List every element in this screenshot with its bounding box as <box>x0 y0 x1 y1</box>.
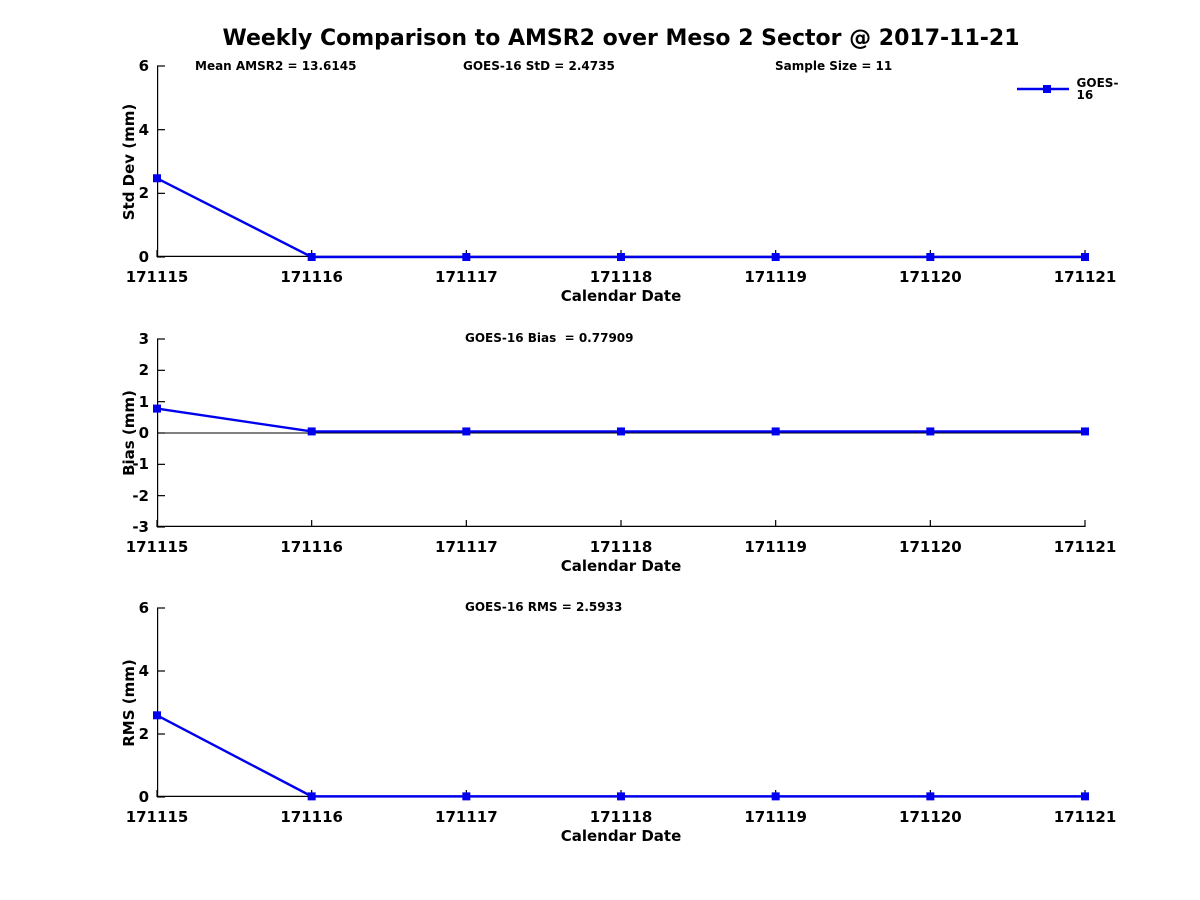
y-tick-label: -3 <box>132 518 149 536</box>
annotation-sample-size: Sample Size = 11 <box>775 59 893 73</box>
x-tick-label: 171120 <box>899 268 962 286</box>
y-tick-label: 0 <box>138 424 149 442</box>
data-marker <box>617 427 625 436</box>
x-tick-label: 171115 <box>125 268 189 286</box>
y-tick-label: 6 <box>138 599 149 617</box>
x-tick-label: 171116 <box>280 268 343 286</box>
y-axis-label: RMS (mm) <box>120 658 138 747</box>
std-dev-chart-canvas <box>153 65 1089 261</box>
data-marker <box>1081 253 1089 261</box>
x-axis-label: Calendar Date <box>560 287 682 305</box>
x-tick-label: 171118 <box>589 538 653 556</box>
bias-chart-canvas <box>153 338 1089 528</box>
data-marker <box>462 253 471 261</box>
y-tick-label: 2 <box>138 361 149 380</box>
series-line-GOES-16 <box>156 177 1085 259</box>
y-axis-label: Std Dev (mm) <box>120 103 138 220</box>
data-marker <box>926 792 935 801</box>
figure-title: Weekly Comparison to AMSR2 over Meso 2 S… <box>222 26 1020 51</box>
x-tick-label: 171121 <box>1053 808 1117 826</box>
rms-chart-canvas <box>153 607 1089 801</box>
x-tick-label: 171119 <box>744 268 807 286</box>
legend-label: GOES-16 <box>1076 76 1119 102</box>
y-tick-label: 0 <box>138 248 149 266</box>
data-marker <box>307 253 316 261</box>
y-tick-label: -1 <box>132 455 149 474</box>
data-marker <box>617 253 625 261</box>
x-tick-label: 171115 <box>125 808 189 826</box>
annotation-goes16-bias: GOES-16 Bias = 0.77909 <box>465 331 634 345</box>
x-tick-label: 171118 <box>589 268 653 286</box>
y-tick-label: 4 <box>138 120 149 139</box>
y-tick-label: 0 <box>138 788 149 806</box>
data-marker <box>771 427 780 436</box>
x-axis-label: Calendar Date <box>560 827 682 845</box>
annotation-goes16-rms: GOES-16 RMS = 2.5933 <box>465 600 623 614</box>
bias-plot: GOES-16 Bias = 0.77909 Bias (mm) Calenda… <box>120 330 1116 575</box>
y-tick-label: 1 <box>138 392 149 411</box>
data-marker <box>307 792 316 801</box>
y-tick-label: 3 <box>138 330 149 348</box>
x-axis-label: Calendar Date <box>560 557 682 575</box>
y-tick-label: 2 <box>138 725 149 743</box>
y-tick-label: 2 <box>138 184 149 203</box>
x-tick-label: 171120 <box>899 808 962 826</box>
data-marker <box>926 253 935 261</box>
data-marker <box>462 427 471 436</box>
y-tick-label: 6 <box>138 57 149 75</box>
y-tick-label: -2 <box>132 486 149 505</box>
data-marker <box>153 404 161 413</box>
data-marker <box>153 174 161 183</box>
legend: GOES-16 <box>1017 77 1127 101</box>
y-tick-label: 4 <box>138 662 149 680</box>
x-tick-label: 171121 <box>1053 268 1117 286</box>
data-marker <box>307 427 316 436</box>
data-marker <box>771 792 780 801</box>
x-tick-label: 171118 <box>589 808 653 826</box>
x-tick-label: 171117 <box>435 808 498 826</box>
data-marker <box>926 427 935 436</box>
series-line-GOES-16 <box>156 714 1085 798</box>
stddev-plot: Mean AMSR2 = 13.6145 GOES-16 StD = 2.473… <box>120 57 1118 305</box>
annotation-mean-amsr2: Mean AMSR2 = 13.6145 <box>195 59 357 73</box>
x-tick-label: 171116 <box>280 538 343 556</box>
x-tick-label: 171116 <box>280 808 343 826</box>
data-marker <box>462 792 471 801</box>
annotation-goes16-std: GOES-16 StD = 2.4735 <box>463 59 615 73</box>
x-tick-label: 171117 <box>435 538 498 556</box>
legend-line-icon <box>1017 85 1069 93</box>
x-tick-label: 171120 <box>899 538 962 556</box>
x-tick-label: 171115 <box>125 538 189 556</box>
rms-plot: GOES-16 RMS = 2.5933 RMS (mm) Calendar D… <box>120 599 1116 845</box>
x-tick-label: 171117 <box>435 268 498 286</box>
x-tick-label: 171119 <box>744 538 807 556</box>
data-marker <box>1081 427 1089 436</box>
data-marker <box>617 792 625 801</box>
data-marker <box>1081 792 1089 801</box>
x-tick-label: 171121 <box>1053 538 1117 556</box>
data-marker <box>153 711 161 720</box>
x-tick-label: 171119 <box>744 808 807 826</box>
data-marker <box>771 253 780 261</box>
